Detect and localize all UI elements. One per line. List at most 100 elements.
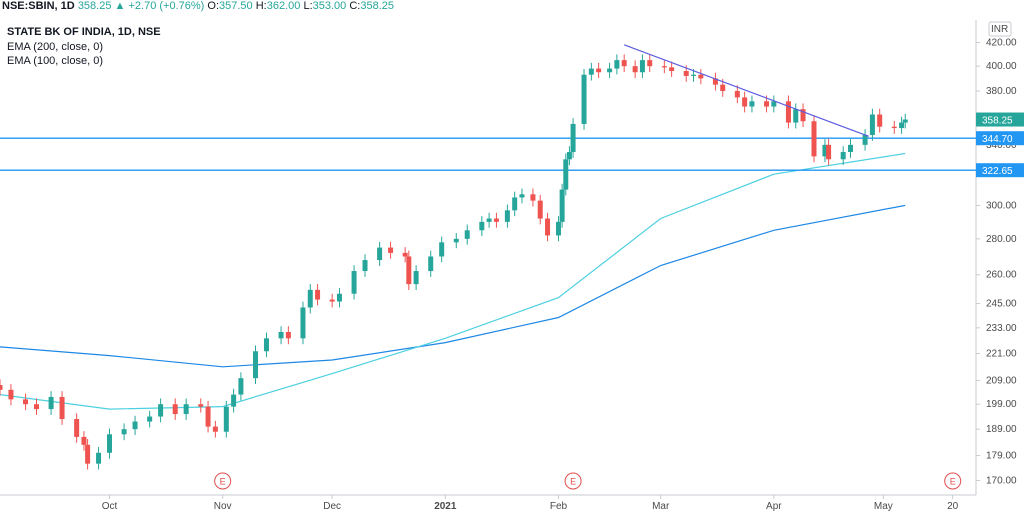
price-tick-label: 189.00 [986,424,1017,435]
candle-body [742,97,748,107]
candle-body [566,152,572,160]
candle-body [388,247,394,253]
candle-body [147,416,153,422]
candle-body [329,299,335,302]
price-tick-label: 221.00 [986,348,1017,359]
time-tick-label: Mar [652,501,670,512]
price-tick-label: 340.00 [986,140,1017,151]
earnings-letter: E [220,477,226,487]
symbol-header: NSE:SBIN, 1D 358.25 ▲ +2.70 (+0.76%) O:3… [2,0,394,12]
price-tick-label: 300.00 [986,200,1017,211]
candle-body [223,406,229,432]
candle-body [377,247,383,261]
candle-body [614,60,620,69]
candle-body [504,210,510,222]
currency-badge[interactable]: INR [988,21,1012,37]
price-tick-label: 380.00 [986,86,1017,97]
candle-body [479,221,485,231]
candle-body [205,406,211,427]
trendline[interactable] [623,44,869,137]
axes [0,20,977,496]
candle-body [519,194,525,198]
candle-body [231,394,237,407]
candle-body [172,404,178,415]
time-tick-label: May [874,501,893,512]
candle-body [107,434,113,453]
high-label: H: [255,0,267,12]
candle-body [822,144,828,157]
candle-body [81,436,87,445]
candle-body [132,421,138,430]
change-value: +2.70 (+0.76%) [128,0,205,12]
legend-ema200[interactable]: EMA (200, close, 0) [7,41,103,53]
candle-body [8,389,14,400]
high-value: 362.00 [266,0,301,12]
price-tick-label: 170.00 [986,475,1017,486]
ema-lines [0,152,906,410]
candle-body [285,332,291,339]
candle-body [785,101,791,123]
time-tick-label: 2021 [434,501,457,512]
earnings-marker[interactable]: E [944,472,962,490]
candle-body [734,90,740,98]
candle-body [158,404,164,417]
candle-body [512,197,518,211]
earnings-letter: E [950,477,956,487]
legend-ema100[interactable]: EMA (100, close, 0) [7,55,103,67]
price-tick-label: 233.00 [986,323,1017,334]
candle-body [493,218,499,222]
open-value: 357.50 [219,0,253,12]
candle-body [891,126,897,129]
price-tick-label: 260.00 [986,270,1017,281]
candle-body [555,221,561,236]
open-label: O: [207,0,220,12]
time-scale-ticks: Oct Nov Dec 2021 Feb Mar Apr May 20 [102,495,959,512]
price-tick-label: 400.00 [986,61,1017,72]
candle-body [263,338,269,352]
candle-body [570,123,576,153]
price-scale-ticks: 170.00 179.00 189.00 199.00 209.00 221.00 233.… [976,38,1017,486]
candle-body [563,159,569,190]
trendline[interactable] [623,44,869,137]
candle-body [48,396,54,410]
last-price-tag-label: 358.25 [982,116,1013,127]
candle-body [85,444,91,464]
candle-body [428,256,434,272]
candle-body [811,121,817,157]
candle-body [198,404,204,407]
candle-body [877,114,883,127]
candle-body [336,293,342,302]
time-tick-label: Feb [550,501,568,512]
candle-body [862,134,868,145]
candle-body [212,426,218,432]
earnings-marker[interactable]: E [214,472,232,490]
price-tick-label: 199.00 [986,399,1017,410]
candle-body [559,189,565,222]
candle-body [749,101,755,107]
candle-body [530,194,536,201]
level-price-tag-bg [976,131,1024,146]
candle-body [300,307,306,339]
last-price: 358.25 [77,0,112,12]
candle-body [793,109,799,123]
candle-body [691,74,697,76]
candle-body [23,399,29,405]
ema100-line [0,152,906,410]
candle-body [607,68,613,73]
earnings-icon [214,472,232,490]
candle-body [402,252,408,257]
candle-body [183,404,189,415]
candle-body [720,84,726,91]
candle-body [439,242,445,257]
candle-body [771,101,777,107]
candle-body [647,60,653,67]
close-label: C: [349,0,361,12]
candle-body [596,68,602,73]
low-value: 353.00 [312,0,347,12]
time-tick-label: 20 [947,501,959,512]
earnings-marker[interactable]: E [564,472,582,490]
candle-body [351,271,357,294]
time-tick-label: Oct [102,501,118,512]
